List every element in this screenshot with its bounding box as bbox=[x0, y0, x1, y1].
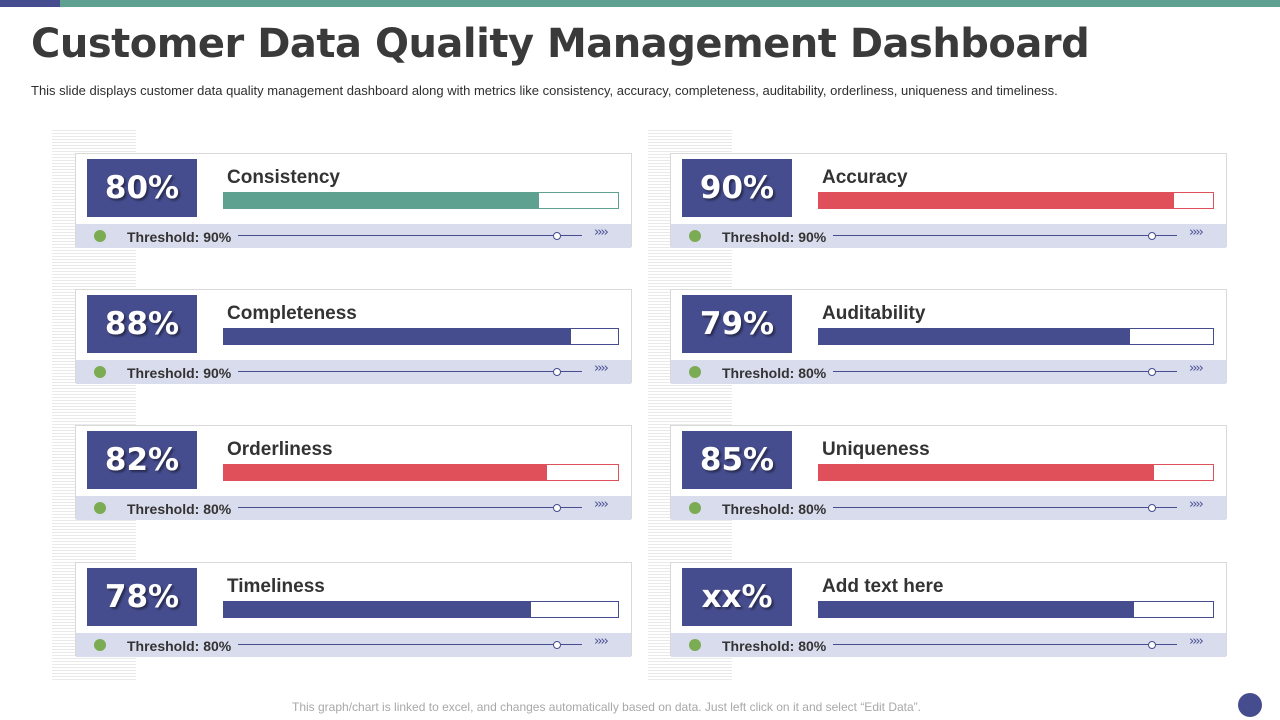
metric-percent-badge: xx% bbox=[682, 568, 792, 626]
threshold-label: Threshold: 80% bbox=[722, 501, 827, 517]
threshold-slider-knob bbox=[553, 232, 561, 240]
progress-bar-track bbox=[818, 328, 1214, 345]
progress-bar-track bbox=[818, 192, 1214, 209]
page-subtitle: This slide displays customer data qualit… bbox=[31, 83, 1058, 98]
status-dot-icon bbox=[689, 639, 701, 651]
status-dot-icon bbox=[94, 639, 106, 651]
status-dot-icon bbox=[94, 230, 106, 242]
threshold-row: Threshold: 80% ›››› bbox=[671, 360, 1226, 384]
chevrons-right-icon: ›››› bbox=[594, 361, 609, 376]
threshold-slider-knob bbox=[553, 641, 561, 649]
threshold-row: Threshold: 90% ›››› bbox=[671, 224, 1226, 248]
metric-percent-badge: 79% bbox=[682, 295, 792, 353]
status-dot-icon bbox=[689, 366, 701, 378]
threshold-row: Threshold: 90% ›››› bbox=[76, 360, 631, 384]
threshold-row: Threshold: 80% ›››› bbox=[671, 496, 1226, 520]
threshold-label: Threshold: 90% bbox=[722, 229, 827, 245]
progress-bar-fill bbox=[224, 465, 548, 480]
status-dot-icon bbox=[689, 230, 701, 242]
metric-percent-badge: 78% bbox=[87, 568, 197, 626]
chevrons-right-icon: ›››› bbox=[1189, 361, 1204, 376]
threshold-slider-knob bbox=[1148, 232, 1156, 240]
footer-note: This graph/chart is linked to excel, and… bbox=[292, 700, 921, 714]
progress-bar-track bbox=[223, 601, 619, 618]
metric-percent-badge: 82% bbox=[87, 431, 197, 489]
metric-percent-badge: 88% bbox=[87, 295, 197, 353]
metric-card-consistency: 80% Consistency Threshold: 90% ›››› bbox=[75, 153, 632, 248]
threshold-slider-line bbox=[833, 507, 1177, 508]
threshold-slider-line bbox=[238, 507, 582, 508]
metric-percent-badge: 90% bbox=[682, 159, 792, 217]
status-dot-icon bbox=[94, 366, 106, 378]
top-accent-bar-left bbox=[0, 0, 60, 7]
threshold-slider-line bbox=[238, 235, 582, 236]
threshold-row: Threshold: 80% ›››› bbox=[76, 496, 631, 520]
status-dot-icon bbox=[689, 502, 701, 514]
threshold-row: Threshold: 80% ›››› bbox=[76, 633, 631, 657]
threshold-row: Threshold: 80% ›››› bbox=[671, 633, 1226, 657]
page-title: Customer Data Quality Management Dashboa… bbox=[31, 21, 1090, 67]
threshold-slider-line bbox=[833, 371, 1177, 372]
progress-bar-fill bbox=[224, 193, 540, 208]
chevrons-right-icon: ›››› bbox=[1189, 225, 1204, 240]
metric-card-accuracy: 90% Accuracy Threshold: 90% ›››› bbox=[670, 153, 1227, 248]
metric-label: Consistency bbox=[227, 167, 340, 188]
status-dot-icon bbox=[94, 502, 106, 514]
threshold-slider-knob bbox=[1148, 504, 1156, 512]
progress-bar-track bbox=[818, 601, 1214, 618]
threshold-label: Threshold: 80% bbox=[722, 638, 827, 654]
progress-bar-fill bbox=[224, 602, 532, 617]
threshold-slider-line bbox=[238, 644, 582, 645]
metric-card-orderliness: 82% Orderliness Threshold: 80% ›››› bbox=[75, 425, 632, 520]
threshold-label: Threshold: 80% bbox=[127, 501, 232, 517]
metric-card-auditability: 79% Auditability Threshold: 80% ›››› bbox=[670, 289, 1227, 384]
progress-bar-fill bbox=[224, 329, 571, 344]
metric-label: Add text here bbox=[822, 576, 944, 597]
metric-label: Auditability bbox=[822, 303, 926, 324]
threshold-slider-line bbox=[238, 371, 582, 372]
threshold-label: Threshold: 80% bbox=[722, 365, 827, 381]
progress-bar-fill bbox=[819, 329, 1131, 344]
metric-label: Accuracy bbox=[822, 167, 908, 188]
threshold-label: Threshold: 90% bbox=[127, 229, 232, 245]
metric-label: Completeness bbox=[227, 303, 357, 324]
chevrons-right-icon: ›››› bbox=[594, 225, 609, 240]
progress-bar-track bbox=[818, 464, 1214, 481]
progress-bar-fill bbox=[819, 193, 1174, 208]
metric-card-uniqueness: 85% Uniqueness Threshold: 80% ›››› bbox=[670, 425, 1227, 520]
threshold-slider-knob bbox=[553, 368, 561, 376]
top-accent-bar bbox=[0, 0, 1280, 7]
chevrons-right-icon: ›››› bbox=[594, 634, 609, 649]
chevrons-right-icon: ›››› bbox=[594, 497, 609, 512]
progress-bar-track bbox=[223, 328, 619, 345]
threshold-slider-knob bbox=[553, 504, 561, 512]
progress-bar-fill bbox=[819, 602, 1135, 617]
threshold-slider-line bbox=[833, 644, 1177, 645]
threshold-label: Threshold: 90% bbox=[127, 365, 232, 381]
metric-card-timeliness: 78% Timeliness Threshold: 80% ›››› bbox=[75, 562, 632, 657]
metric-percent-badge: 80% bbox=[87, 159, 197, 217]
progress-bar-fill bbox=[819, 465, 1154, 480]
chevrons-right-icon: ›››› bbox=[1189, 634, 1204, 649]
threshold-label: Threshold: 80% bbox=[127, 638, 232, 654]
progress-bar-track bbox=[223, 192, 619, 209]
threshold-row: Threshold: 90% ›››› bbox=[76, 224, 631, 248]
metric-label: Timeliness bbox=[227, 576, 325, 597]
metric-card-completeness: 88% Completeness Threshold: 90% ›››› bbox=[75, 289, 632, 384]
threshold-slider-knob bbox=[1148, 368, 1156, 376]
metric-card-custom: xx% Add text here Threshold: 80% ›››› bbox=[670, 562, 1227, 657]
threshold-slider-line bbox=[833, 235, 1177, 236]
metric-percent-badge: 85% bbox=[682, 431, 792, 489]
metric-label: Orderliness bbox=[227, 439, 333, 460]
page-indicator-dot bbox=[1238, 693, 1262, 717]
progress-bar-track bbox=[223, 464, 619, 481]
chevrons-right-icon: ›››› bbox=[1189, 497, 1204, 512]
threshold-slider-knob bbox=[1148, 641, 1156, 649]
metric-label: Uniqueness bbox=[822, 439, 930, 460]
